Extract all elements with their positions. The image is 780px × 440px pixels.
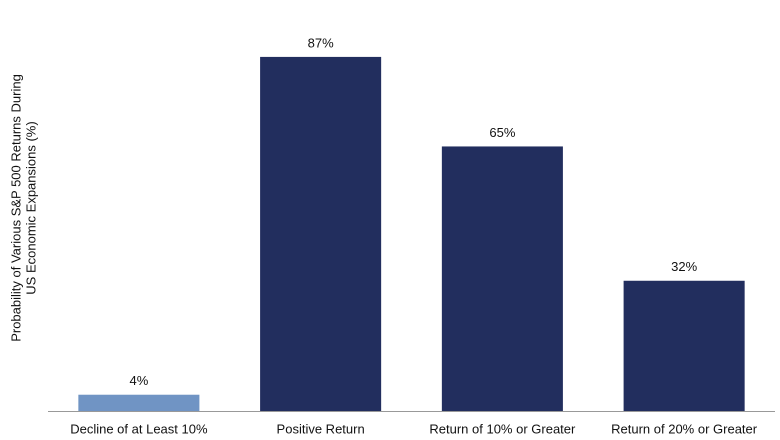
value-label: 87%: [308, 35, 334, 50]
x-tick-label: Decline of at Least 10%: [70, 421, 208, 436]
x-tick-label: Return of 20% or Greater: [611, 421, 758, 436]
bar: [623, 280, 745, 411]
bar: [260, 56, 382, 411]
value-label: 32%: [671, 259, 697, 274]
x-tick-label: Positive Return: [277, 421, 365, 436]
x-tick-label: Return of 10% or Greater: [429, 421, 576, 436]
value-label: 65%: [489, 125, 515, 140]
y-label-line: Probability of Various S&P 500 Returns D…: [8, 74, 23, 342]
y-label-line: US Economic Expansions (%): [23, 121, 38, 294]
bar: [441, 146, 563, 411]
bar: [78, 394, 200, 411]
value-label: 4%: [129, 373, 148, 388]
y-axis-label: Probability of Various S&P 500 Returns D…: [8, 74, 38, 342]
